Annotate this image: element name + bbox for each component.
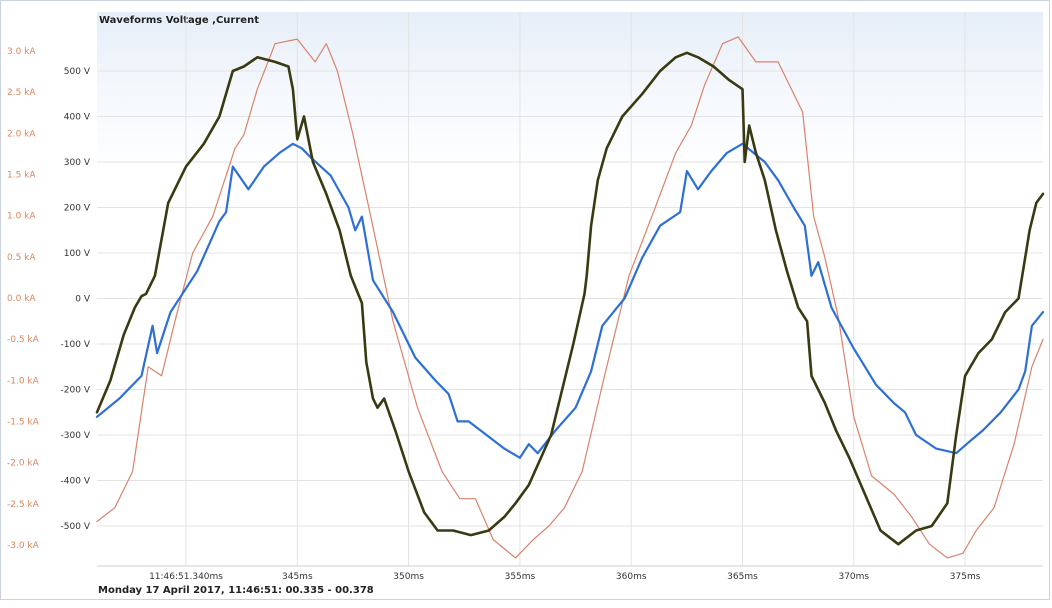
current-tick-label: 2.0 kA — [7, 129, 36, 139]
voltage-tick-label: -500 V — [61, 522, 91, 532]
voltage-tick-label: 0 V — [75, 295, 91, 305]
time-tick-label: 360ms — [616, 572, 647, 582]
time-tick-label: 355ms — [505, 572, 536, 582]
voltage-tick-label: -300 V — [61, 431, 91, 441]
time-tick-label: 350ms — [393, 572, 424, 582]
current-tick-label: 2.5 kA — [7, 88, 36, 98]
voltage-tick-label: 300 V — [64, 158, 91, 168]
time-tick-label: 11:46:51.340ms — [149, 572, 223, 582]
voltage-tick-label: 500 V — [64, 67, 91, 77]
current-tick-label: -1.0 kA — [7, 376, 40, 386]
current-tick-label: -2.5 kA — [7, 500, 40, 510]
current-tick-label: -1.5 kA — [7, 418, 40, 428]
voltage-tick-label: -100 V — [61, 340, 91, 350]
time-tick-label: 345ms — [282, 572, 313, 582]
series-line-pink — [96, 36, 1044, 559]
time-tick-label: 370ms — [838, 572, 869, 582]
current-tick-label: 3.0 kA — [7, 47, 36, 57]
current-tick-label: -2.0 kA — [7, 459, 40, 469]
time-range-footer: Monday 17 April 2017, 11:46:51: 00.335 -… — [98, 585, 374, 596]
current-tick-label: 1.5 kA — [7, 171, 36, 181]
series-line-dark — [95, 51, 1045, 546]
current-tick-label: -3.0 kA — [7, 541, 40, 551]
voltage-tick-label: -200 V — [61, 386, 91, 396]
plot-area — [97, 12, 1043, 566]
time-tick-label: 375ms — [950, 572, 981, 582]
voltage-tick-label: 200 V — [64, 204, 91, 214]
time-tick-label: 365ms — [727, 572, 758, 582]
series-line-blue — [95, 142, 1045, 459]
current-tick-label: 0.0 kA — [7, 294, 36, 304]
current-tick-label: -0.5 kA — [7, 335, 40, 345]
current-tick-label: 0.5 kA — [7, 253, 36, 263]
current-tick-label: 1.0 kA — [7, 212, 36, 222]
voltage-tick-label: 100 V — [64, 249, 91, 259]
voltage-tick-label: -400 V — [61, 477, 91, 487]
voltage-tick-label: 400 V — [64, 113, 91, 123]
chart-title: Waveforms Voltage ,Current — [99, 15, 259, 26]
